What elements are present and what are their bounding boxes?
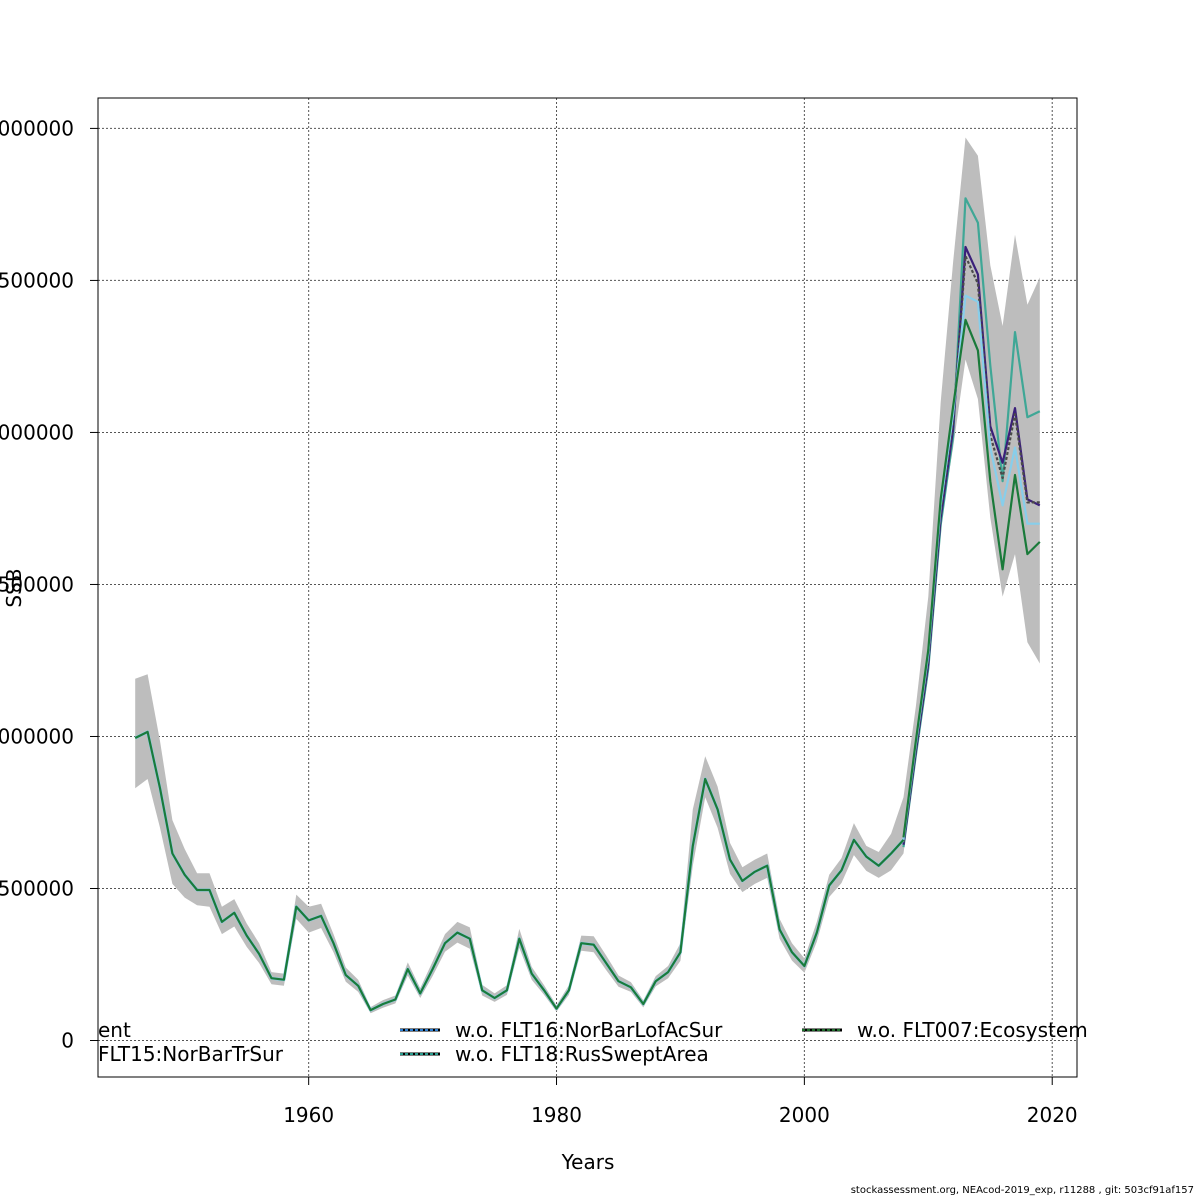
ssb-confidence-band [135, 137, 1040, 1014]
x-tick-label-2: 2000 [779, 1103, 830, 1127]
y-tick-label-4: 2000000 [0, 420, 74, 444]
legend-label-2: w.o. FLT16:NorBarLofAcSur [455, 1018, 723, 1042]
legend-label-4: w.o. FLT007:Ecosystem [857, 1018, 1088, 1042]
x-tick-label-0: 1960 [283, 1103, 334, 1127]
y-tick-label-5: 2500000 [0, 268, 74, 292]
legend-label-1: FLT15:NorBarTrSur [98, 1042, 284, 1066]
y-axis: 0 500000 1000000 1500000 2000000 2500000 30000… [0, 116, 98, 1053]
grid [98, 98, 1077, 1077]
x-tick-label-3: 2020 [1027, 1103, 1078, 1127]
y-tick-label-1: 500000 [0, 876, 74, 900]
y-axis-title: SSB [2, 568, 26, 607]
x-tick-label-1: 1980 [531, 1103, 582, 1127]
legend-label-0: ent [98, 1018, 131, 1042]
confidence-band [135, 137, 1040, 1014]
y-tick-label-2: 1000000 [0, 724, 74, 748]
y-tick-label-6: 3000000 [0, 116, 74, 140]
plot-frame [97, 97, 1078, 1078]
y-tick-label-0: 0 [61, 1029, 74, 1053]
x-axis-title: Years [561, 1150, 615, 1174]
base-line-under [134, 730, 905, 1012]
y-tick-label-3: 1500000 [0, 572, 74, 596]
footer-credit: stockassessment.org, NEAcod-2019_exp, r1… [850, 1185, 1194, 1196]
legend-label-3: w.o. FLT18:RusSweptArea [455, 1042, 709, 1066]
base-line-main [134, 730, 905, 1012]
series-lines [134, 197, 1041, 1012]
x-axis: 1960 1980 2000 2020 [283, 1077, 1078, 1127]
terminal-line-4 [902, 318, 1041, 838]
